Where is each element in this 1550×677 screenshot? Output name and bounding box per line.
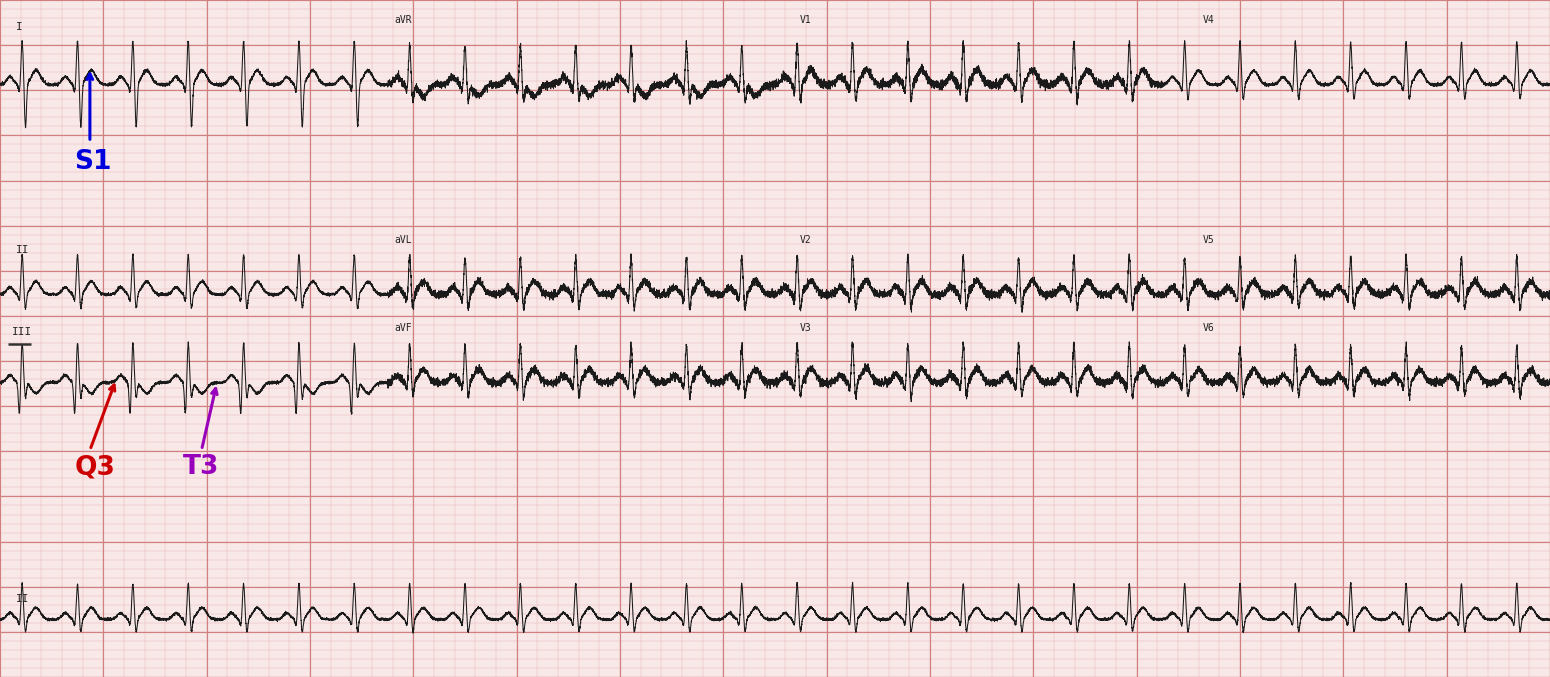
Text: aVL: aVL xyxy=(394,236,412,245)
Text: V4: V4 xyxy=(1203,16,1215,25)
Text: V3: V3 xyxy=(800,324,812,333)
Text: I: I xyxy=(16,22,22,32)
Text: II: II xyxy=(16,594,29,604)
Text: aVR: aVR xyxy=(394,16,412,25)
Text: S1: S1 xyxy=(74,150,112,175)
Text: T3: T3 xyxy=(183,454,219,480)
Text: V1: V1 xyxy=(800,16,812,25)
Text: Q3: Q3 xyxy=(74,454,115,480)
Text: III: III xyxy=(12,327,33,336)
Text: V6: V6 xyxy=(1203,324,1215,333)
Text: II: II xyxy=(16,246,29,255)
Text: V5: V5 xyxy=(1203,236,1215,245)
Text: aVF: aVF xyxy=(394,324,412,333)
Text: V2: V2 xyxy=(800,236,812,245)
